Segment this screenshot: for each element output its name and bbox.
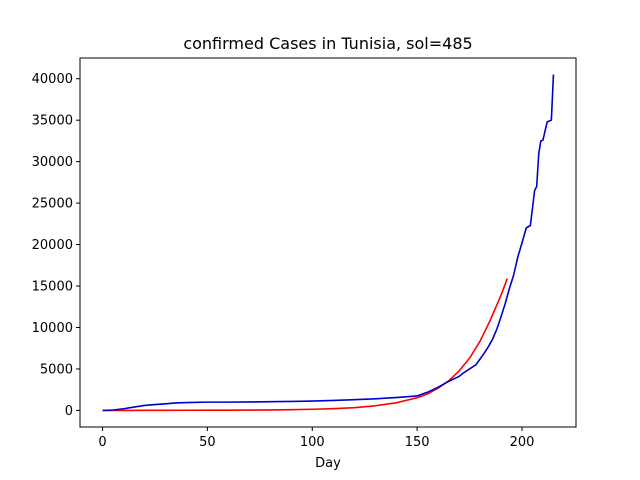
series-layer [102,74,555,412]
x-tick-label: 100 [300,435,325,450]
plot-frame [79,57,577,428]
series-line-1 [102,278,509,412]
y-tick-label: 5000 [40,362,73,377]
y-tick-label: 10000 [32,321,73,336]
y-tick-label: 40000 [32,72,73,87]
y-tick-label: 0 [65,404,73,419]
x-tick-label: 200 [510,435,535,450]
x-tick-label: 50 [199,435,216,450]
x-tick-label: 150 [405,435,430,450]
series-line-2 [102,74,555,412]
x-axis-label: Day [315,456,341,471]
y-tick-label: 20000 [32,238,73,253]
chart-title: confirmed Cases in Tunisia, sol=485 [183,34,472,53]
x-tick-label: 0 [98,435,106,450]
axis-layer: 0 50 100 150 200 0 5000 10000 15000 20000 25000 300… [32,72,535,450]
y-tick-label: 30000 [32,155,73,170]
y-tick-label: 35000 [32,114,73,129]
y-tick-label: 15000 [32,280,73,295]
y-tick-label: 25000 [32,197,73,212]
